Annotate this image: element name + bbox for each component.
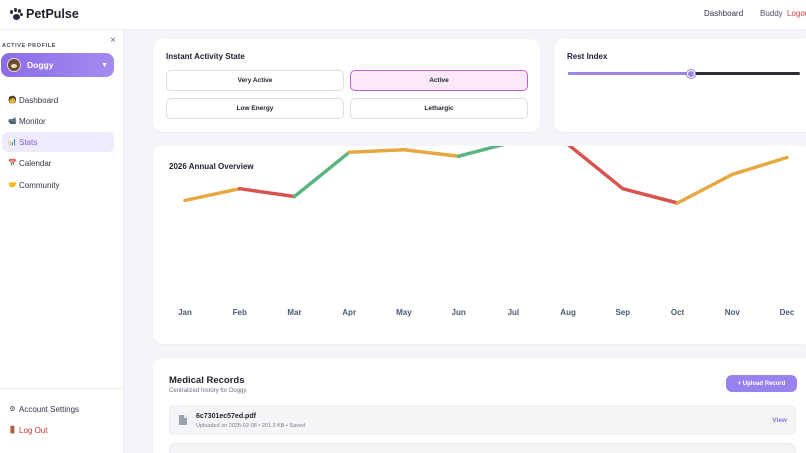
sidebar-item-calendar[interactable]: 📅 Calendar [2,153,114,173]
rest-index-title: Rest Index [567,52,608,61]
gear-icon: ⚙ [9,406,16,413]
sidebar-item-account-settings[interactable]: ⚙ Account Settings [2,399,114,419]
activity-state-card: Instant Activity State Very Active Activ… [153,39,540,132]
record-meta: Uploaded on 2026-02-08 • 201.3 KB • Save… [196,423,306,429]
brand-logo[interactable]: PetPulse [10,7,79,21]
brand-name: PetPulse [26,7,79,21]
line-segment-oct-nov [675,172,735,205]
annual-overview-chart: Jan Feb Mar Apr May Jun Jul Aug Sep Oct Nov Dec [178,146,795,317]
x-tick-label: Apr [342,308,356,317]
username-label[interactable]: Buddy [760,9,783,18]
state-low-energy-button[interactable]: Low Energy [166,98,344,119]
x-tick-label: Feb [233,308,247,317]
close-sidebar-icon[interactable]: × [110,35,116,46]
sidebar-item-label: Account Settings [19,404,80,414]
x-tick-label: Nov [725,308,741,317]
topbar-logout-link[interactable]: Logout [787,9,806,18]
door-icon: 🚪 [8,427,17,434]
sidebar-item-dashboard[interactable]: 🧑 Dashboard [2,90,114,110]
sidebar-item-community[interactable]: 🤝 Community [2,175,114,195]
medical-records-title: Medical Records [169,375,245,386]
x-tick-label: Sep [615,308,630,317]
active-profile-label: ACTIVE PROFILE [2,43,56,49]
top-bar: PetPulse Dashboard Buddy Logout [0,0,806,30]
line-segment-apr-may [347,147,406,155]
sidebar-item-monitor[interactable]: 📹 Monitor [2,111,114,131]
document-icon [179,415,187,425]
sidebar-item-label: Log Out [19,425,48,435]
record-row[interactable]: 6c7301ec57ed.pdf Uploaded on 2026-02-08 … [169,405,796,435]
sidebar-item-stats[interactable]: 📊 Stats [2,132,114,152]
x-tick-label: Aug [560,308,576,317]
sidebar-item-label: Stats [19,137,38,147]
line-segment-jan-feb [183,186,242,203]
x-tick-label: Jan [178,308,192,317]
annual-overview-title: 2026 Annual Overview [169,162,254,171]
state-lethargic-button[interactable]: Lethargic [350,98,528,119]
x-tick-label: Mar [287,308,301,317]
sidebar-item-label: Calendar [19,158,52,168]
x-tick-label: Jul [508,308,520,317]
line-segment-feb-mar [237,186,297,199]
sidebar-item-label: Community [19,180,60,190]
annual-overview-card: 2026 Annual Overview Jan Feb Mar Apr May Jun J… [153,146,806,344]
record-row[interactable] [169,443,796,453]
line-segment-may-jun [402,147,461,158]
person-icon: 🧑 [8,97,17,104]
handshake-icon: 🤝 [8,182,17,189]
x-tick-label: Oct [671,308,685,317]
line-segment-nov-dec [730,155,789,177]
x-tick-label: Jun [452,308,466,317]
view-record-link[interactable]: View [772,417,787,424]
x-tick-label: May [396,308,412,317]
nav-dashboard-link[interactable]: Dashboard [704,9,744,18]
sidebar: × ACTIVE PROFILE Doggy ▼ 🧑 Dashboard 📹 M… [0,30,124,453]
bar-chart-icon: 📊 [8,139,17,146]
upload-record-button[interactable]: + Upload Record [726,375,797,392]
profile-name: Doggy [27,60,54,70]
state-active-button[interactable]: Active [350,70,528,91]
sidebar-item-label: Monitor [19,116,46,126]
record-filename: 6c7301ec57ed.pdf [196,413,256,420]
sidebar-item-label: Dashboard [19,95,59,105]
rest-index-fill [568,72,691,75]
profile-selector[interactable]: Doggy ▼ [1,53,114,77]
paw-icon [10,7,23,21]
medical-records-card: Medical Records Centralized history for … [153,358,806,453]
line-segment-aug-sep [567,146,625,191]
x-tick-label: Dec [780,308,795,317]
calendar-icon: 📅 [8,160,17,167]
activity-state-title: Instant Activity State [166,52,245,61]
sidebar-item-logout[interactable]: 🚪 Log Out [2,420,114,440]
chevron-down-icon: ▼ [101,61,108,69]
state-very-active-button[interactable]: Very Active [166,70,344,91]
rest-index-card: Rest Index [554,39,806,132]
camera-icon: 📹 [8,118,17,125]
line-segment-sep-oct [621,186,680,205]
line-segment-jun-jul [456,146,505,158]
pet-avatar [7,58,21,72]
line-segment-mar-apr [292,150,351,199]
rest-index-slider[interactable] [568,69,800,78]
medical-records-subtitle: Centralized history for Doggy [169,388,247,394]
rest-index-handle[interactable] [686,69,695,78]
sidebar-divider [0,388,124,389]
